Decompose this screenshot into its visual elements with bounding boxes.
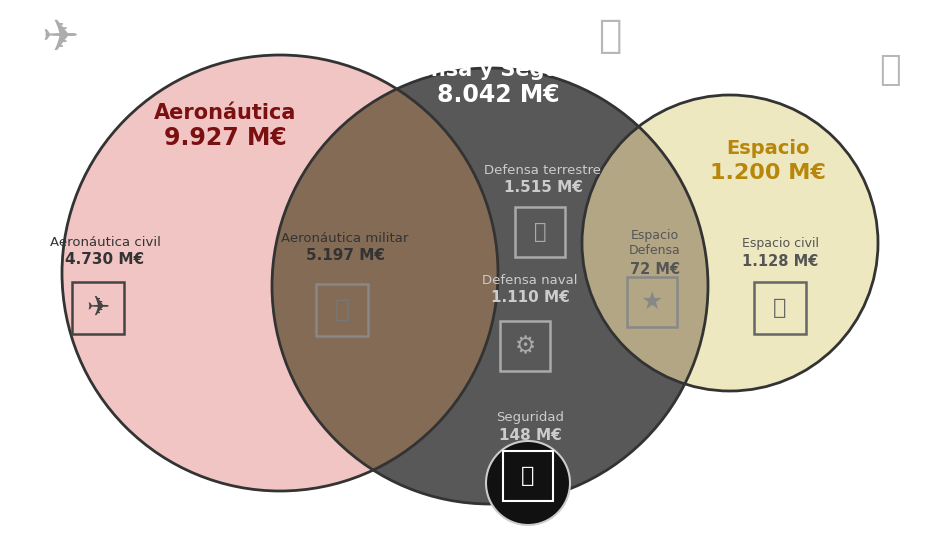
Bar [627,277,677,327]
Text: ✈: ✈ [41,17,79,60]
Circle shape [62,55,498,491]
Circle shape [486,441,570,525]
Text: ⚙: ⚙ [514,334,536,358]
Text: 🔒: 🔒 [522,466,535,486]
Text: Aeronáutica militar: Aeronáutica militar [281,231,409,244]
Text: Aeronáutica: Aeronáutica [154,103,296,123]
Circle shape [272,68,708,504]
Text: Defensa terrestre: Defensa terrestre [484,164,602,176]
Text: 🚙: 🚙 [534,222,546,242]
Text: Defensa naval: Defensa naval [482,273,578,287]
Text: Aeronáutica civil: Aeronáutica civil [50,237,161,250]
Text: ★: ★ [641,290,664,314]
Circle shape [582,95,878,391]
Text: 148 M€: 148 M€ [498,428,561,442]
Text: ⛰: ⛰ [335,298,350,322]
Text: 1.128 M€: 1.128 M€ [742,254,818,270]
Text: ✈: ✈ [86,294,110,322]
Text: Espacio
Defensa: Espacio Defensa [629,229,681,257]
Bar [316,284,368,336]
Text: 🛰: 🛰 [879,53,901,87]
Text: 9.927 M€: 9.927 M€ [164,126,287,150]
Text: 72 M€: 72 M€ [630,263,680,278]
Text: 📡: 📡 [774,298,787,318]
Bar [515,207,565,257]
Text: 1.200 M€: 1.200 M€ [710,163,826,183]
Bar [754,282,806,334]
Circle shape [62,55,498,491]
Bar [500,321,550,371]
Text: 1.515 M€: 1.515 M€ [504,181,583,195]
Bar [72,282,124,334]
Bar [503,451,553,501]
Circle shape [582,95,878,391]
Text: 🛡: 🛡 [599,17,621,55]
Text: Espacio: Espacio [727,138,809,158]
Text: Defensa y Seguridad: Defensa y Seguridad [376,60,620,80]
Text: Espacio civil: Espacio civil [742,237,819,250]
Text: 4.730 M€: 4.730 M€ [66,252,145,267]
Text: 5.197 M€: 5.197 M€ [306,249,384,264]
Text: 1.110 M€: 1.110 M€ [491,291,570,306]
Text: Seguridad: Seguridad [496,412,564,424]
Text: 8.042 M€: 8.042 M€ [437,83,559,107]
